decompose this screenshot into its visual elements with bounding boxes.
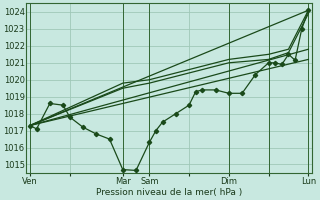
X-axis label: Pression niveau de la mer( hPa ): Pression niveau de la mer( hPa ) xyxy=(96,188,242,197)
